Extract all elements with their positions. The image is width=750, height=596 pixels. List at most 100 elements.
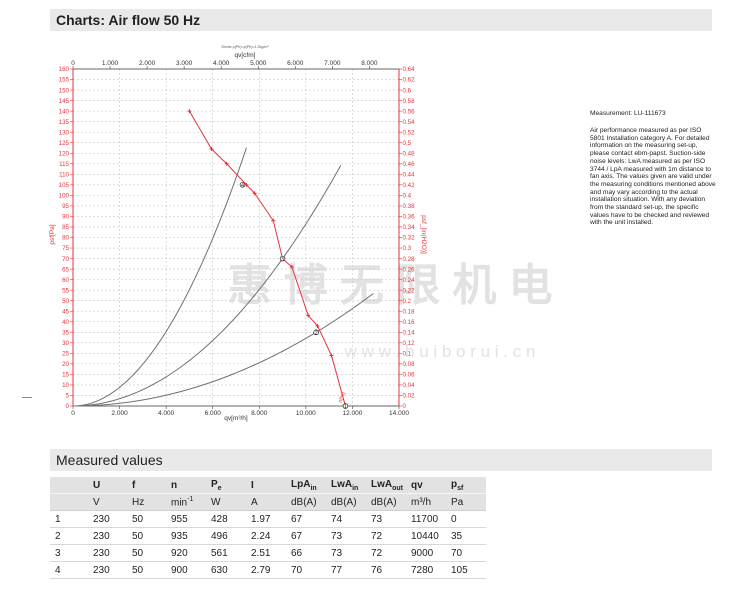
x-tick-label: 8.000 (251, 410, 268, 417)
header-cell-empty (50, 477, 88, 494)
chart-caption: Dichte ρ(Ph)=ρ(Ph)=1.2kg/m³ (221, 45, 269, 49)
y-right-tick-label: 0.18 (403, 308, 416, 315)
y-tick-label: 160 (59, 66, 70, 73)
y-right-tick-label: 0.2 (403, 298, 412, 305)
y-tick-label: 120 (59, 150, 70, 157)
y-tick-label: 60 (62, 277, 69, 284)
y-right-tick-label: 0 (403, 403, 407, 410)
header-unit-cell: V (88, 493, 127, 511)
operating-point-label: 4 (241, 183, 244, 189)
y-right-tick-label: 0.04 (403, 382, 416, 389)
chart-section-header: Charts: Air flow 50 Hz (50, 9, 712, 31)
value-cell: 70 (286, 561, 326, 579)
value-cell: 2.24 (246, 527, 286, 545)
value-cell: 73 (366, 510, 406, 528)
x-top-tick-label: 0 (71, 60, 75, 67)
y-right-tick-label: 0.08 (403, 361, 416, 368)
y-tick-label: 50 (62, 298, 69, 305)
value-cell: 72 (366, 544, 406, 562)
y-tick-label: 150 (59, 87, 70, 94)
y-right-tick-label: 0.12 (403, 340, 416, 347)
y-tick-label: 140 (59, 108, 70, 115)
header-unit-cell: Pa (446, 493, 486, 511)
y-tick-label: 45 (62, 308, 69, 315)
y-tick-label: 55 (62, 287, 69, 294)
value-cell: 9000 (406, 544, 446, 562)
y-tick-label: 15 (62, 372, 69, 379)
measured-values-title: Measured values (56, 452, 163, 468)
y-right-tick-label: 0.34 (403, 224, 416, 231)
x-top-tick-label: 6.000 (287, 60, 304, 67)
y-right-tick-label: 0.52 (403, 129, 416, 136)
y-tick-label: 25 (62, 351, 69, 358)
value-cell: 35 (446, 527, 486, 545)
y-right-tick-label: 0.38 (403, 203, 416, 210)
value-cell: 230 (88, 527, 127, 545)
y-right-tick-label: 0.54 (403, 119, 416, 126)
x-tick-label: 14.000 (389, 410, 409, 417)
operating-point-label: 1 (344, 404, 347, 410)
header-symbol-cell: LwAout (366, 477, 406, 494)
operating-point-marker (279, 255, 286, 262)
header-symbol-cell: LwAin (326, 477, 366, 494)
header-symbol-cell: U (88, 477, 127, 494)
value-cell: 7280 (406, 561, 446, 579)
value-cell: 50 (127, 561, 166, 579)
y-tick-label: 65 (62, 266, 69, 273)
y-right-tick-label: 0.16 (403, 319, 416, 326)
fan-curve-point (187, 109, 192, 114)
y-tick-label: 10 (62, 382, 69, 389)
table-row: 4 230 50 900 630 2.79 70 77 76 7280 105 (50, 561, 486, 579)
header-unit-cell: dB(A) (326, 493, 366, 511)
y-right-tick-label: 0.64 (403, 66, 416, 73)
value-cell: 2.51 (246, 544, 286, 562)
y-tick-label: 125 (59, 140, 70, 147)
value-cell: 920 (166, 544, 206, 562)
y-tick-label: 130 (59, 129, 70, 136)
measurement-description: Air performance measured as per ISO 5801… (590, 127, 716, 227)
header-symbol-cell: psf (446, 477, 486, 494)
fan-curve-point (315, 323, 320, 328)
y-right-tick-label: 0.28 (403, 256, 416, 263)
y-tick-label: 80 (62, 235, 69, 242)
header-unit-cell: Hz (127, 493, 166, 511)
header-unit-cell: A (246, 493, 286, 511)
x-top-tick-label: 5.000 (250, 60, 267, 67)
x-tick-label: 12.000 (342, 410, 362, 417)
value-cell: 72 (366, 527, 406, 545)
y-tick-label: 155 (59, 77, 70, 84)
header-symbol-cell: I (246, 477, 286, 494)
system-curve-2 (72, 165, 342, 407)
value-cell: 67 (286, 527, 326, 545)
x-top-tick-label: 4.000 (213, 60, 230, 67)
y-right-tick-label: 0.24 (403, 277, 416, 284)
curve-end-label: n[%] (338, 391, 348, 404)
header-unit-cell: min-1 (166, 493, 206, 511)
y-tick-label: 85 (62, 224, 69, 231)
value-cell: 10440 (406, 527, 446, 545)
fan-curve-point (289, 264, 294, 269)
y-tick-label: 5 (66, 393, 70, 400)
y-right-tick-label: 0.46 (403, 161, 416, 168)
y-right-tick-label: 0.06 (403, 372, 416, 379)
y-right-tick-label: 0.26 (403, 266, 416, 273)
measurement-id: Measurement: LU-111673 (590, 110, 666, 117)
y-tick-label: 110 (59, 172, 69, 179)
value-cell: 496 (206, 527, 246, 545)
y-tick-label: 145 (59, 98, 70, 105)
y-tick-label: 40 (62, 319, 69, 326)
y-tick-label: 105 (59, 182, 70, 189)
system-curve-1 (72, 147, 247, 407)
system-curve-3 (72, 293, 374, 407)
operating-point-marker (313, 329, 319, 336)
value-cell: 50 (127, 510, 166, 528)
operating-point-marker (342, 403, 349, 409)
x-tick-label: 10.000 (296, 410, 316, 417)
value-cell: 50 (127, 527, 166, 545)
y-tick-label: 135 (59, 119, 70, 126)
y-right-tick-label: 0.4 (403, 193, 412, 200)
chart-section-title: Charts: Air flow 50 Hz (56, 12, 201, 28)
y-tick-label: 0 (66, 403, 70, 410)
value-cell: 11700 (406, 510, 446, 528)
